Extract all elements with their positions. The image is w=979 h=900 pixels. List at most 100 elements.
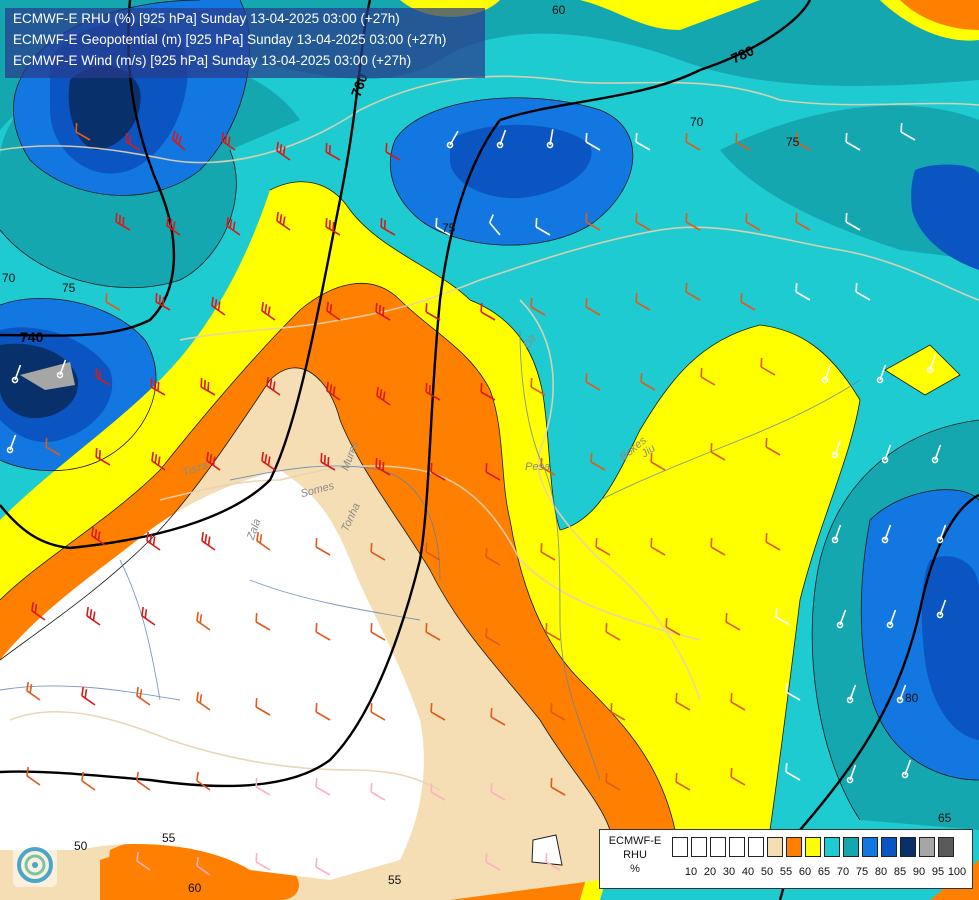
wind-barb	[255, 778, 271, 796]
wind-barb	[831, 524, 842, 544]
wind-barb	[446, 130, 459, 149]
wind-barb	[370, 783, 386, 801]
wind-barb	[196, 771, 211, 791]
wind-barb	[315, 623, 331, 641]
wind-barb	[735, 133, 751, 151]
wind-barb	[256, 531, 271, 551]
wind-barb	[255, 698, 271, 716]
wind-barb	[540, 458, 556, 476]
wind-barb	[635, 133, 651, 151]
wind-barb	[610, 703, 626, 721]
wind-barb	[795, 133, 811, 151]
wind-barb	[700, 368, 716, 386]
rhu-label: 65	[938, 811, 952, 825]
wind-barb	[11, 364, 22, 384]
wind-barb	[785, 683, 801, 701]
wind-barb	[31, 601, 46, 621]
wind-barb	[710, 538, 726, 556]
wind-barb	[255, 853, 271, 871]
wind-barb	[845, 213, 861, 231]
wind-barb	[488, 214, 501, 236]
wind-barb	[485, 548, 501, 566]
legend-tick: 40	[741, 866, 755, 878]
wind-barb	[425, 383, 441, 401]
wind-barb	[320, 453, 336, 471]
legend-tick: 65	[817, 866, 831, 878]
wind-barb	[485, 628, 501, 646]
wind-barb	[545, 623, 561, 641]
legend-swatch	[862, 837, 878, 857]
geopotential-label: 760	[348, 71, 371, 99]
wind-barb	[425, 303, 441, 321]
wind-barb	[276, 141, 291, 161]
wind-barb	[585, 133, 601, 151]
wind-barb	[926, 354, 937, 374]
legend-swatch	[767, 837, 783, 857]
legend-swatch	[729, 837, 745, 857]
wind-barb	[640, 373, 656, 391]
legend-swatch	[900, 837, 916, 857]
wind-barb	[200, 378, 216, 396]
wind-barb	[266, 376, 281, 396]
wind-barb	[136, 686, 151, 706]
wind-barb	[550, 778, 566, 796]
wind-barb	[196, 691, 211, 711]
legend-swatch	[691, 837, 707, 857]
wind-barb	[530, 298, 546, 316]
rhu-label: 55	[162, 831, 176, 845]
legend-tick: 75	[855, 866, 869, 878]
wind-barb	[490, 783, 506, 801]
wind-barb	[136, 771, 151, 791]
wind-barb	[485, 853, 501, 871]
wind-barb	[685, 283, 701, 301]
geopotential-label: 740	[20, 329, 44, 345]
wind-barb	[45, 438, 61, 456]
wind-barb	[385, 143, 401, 161]
wind-barb	[325, 143, 341, 161]
ecmwf-logo	[13, 843, 57, 887]
wind-barb	[26, 681, 41, 701]
wind-barb	[75, 123, 91, 141]
wind-barb	[605, 623, 621, 641]
legend-tick: 90	[912, 866, 926, 878]
wind-barb	[710, 443, 726, 461]
wind-barb	[901, 759, 912, 779]
wind-barb	[546, 129, 554, 149]
wind-barb	[540, 543, 556, 561]
rhu-label: 70	[690, 115, 704, 129]
wind-barb	[845, 133, 861, 151]
rhu-label: 50	[74, 839, 88, 853]
wind-barb	[765, 438, 781, 456]
wind-barb	[196, 611, 211, 631]
wind-barb	[745, 213, 761, 231]
rhu-label: 55	[388, 873, 402, 887]
legend-swatch	[786, 837, 802, 857]
wind-barb	[685, 213, 701, 231]
wind-barb	[876, 364, 887, 384]
wind-barb	[26, 766, 41, 786]
wind-barb	[376, 386, 391, 406]
wind-barb	[886, 609, 897, 629]
wind-barb	[425, 623, 441, 641]
title-geopotential: ECMWF-E Geopotential (m) [925 hPa] Sunda…	[13, 32, 447, 47]
wind-barb	[255, 613, 271, 631]
wind-barb	[675, 693, 691, 711]
legend-title-line2: RHU	[623, 849, 647, 861]
legend-tick: 55	[779, 866, 793, 878]
wind-barb	[370, 623, 386, 641]
wind-barb	[675, 773, 691, 791]
wind-barb	[201, 531, 216, 551]
wind-barb	[315, 703, 331, 721]
wind-barb	[115, 213, 131, 231]
legend-tick: 80	[874, 866, 888, 878]
wind-barb	[685, 133, 701, 151]
wind-barb	[785, 763, 801, 781]
legend-swatch	[843, 837, 859, 857]
rhu-label: 75	[62, 281, 76, 295]
rhu-label: 75	[786, 135, 800, 149]
wind-barb	[430, 463, 446, 481]
wind-barb	[141, 606, 156, 626]
wind-barb	[95, 448, 111, 466]
wind-barb	[430, 703, 446, 721]
